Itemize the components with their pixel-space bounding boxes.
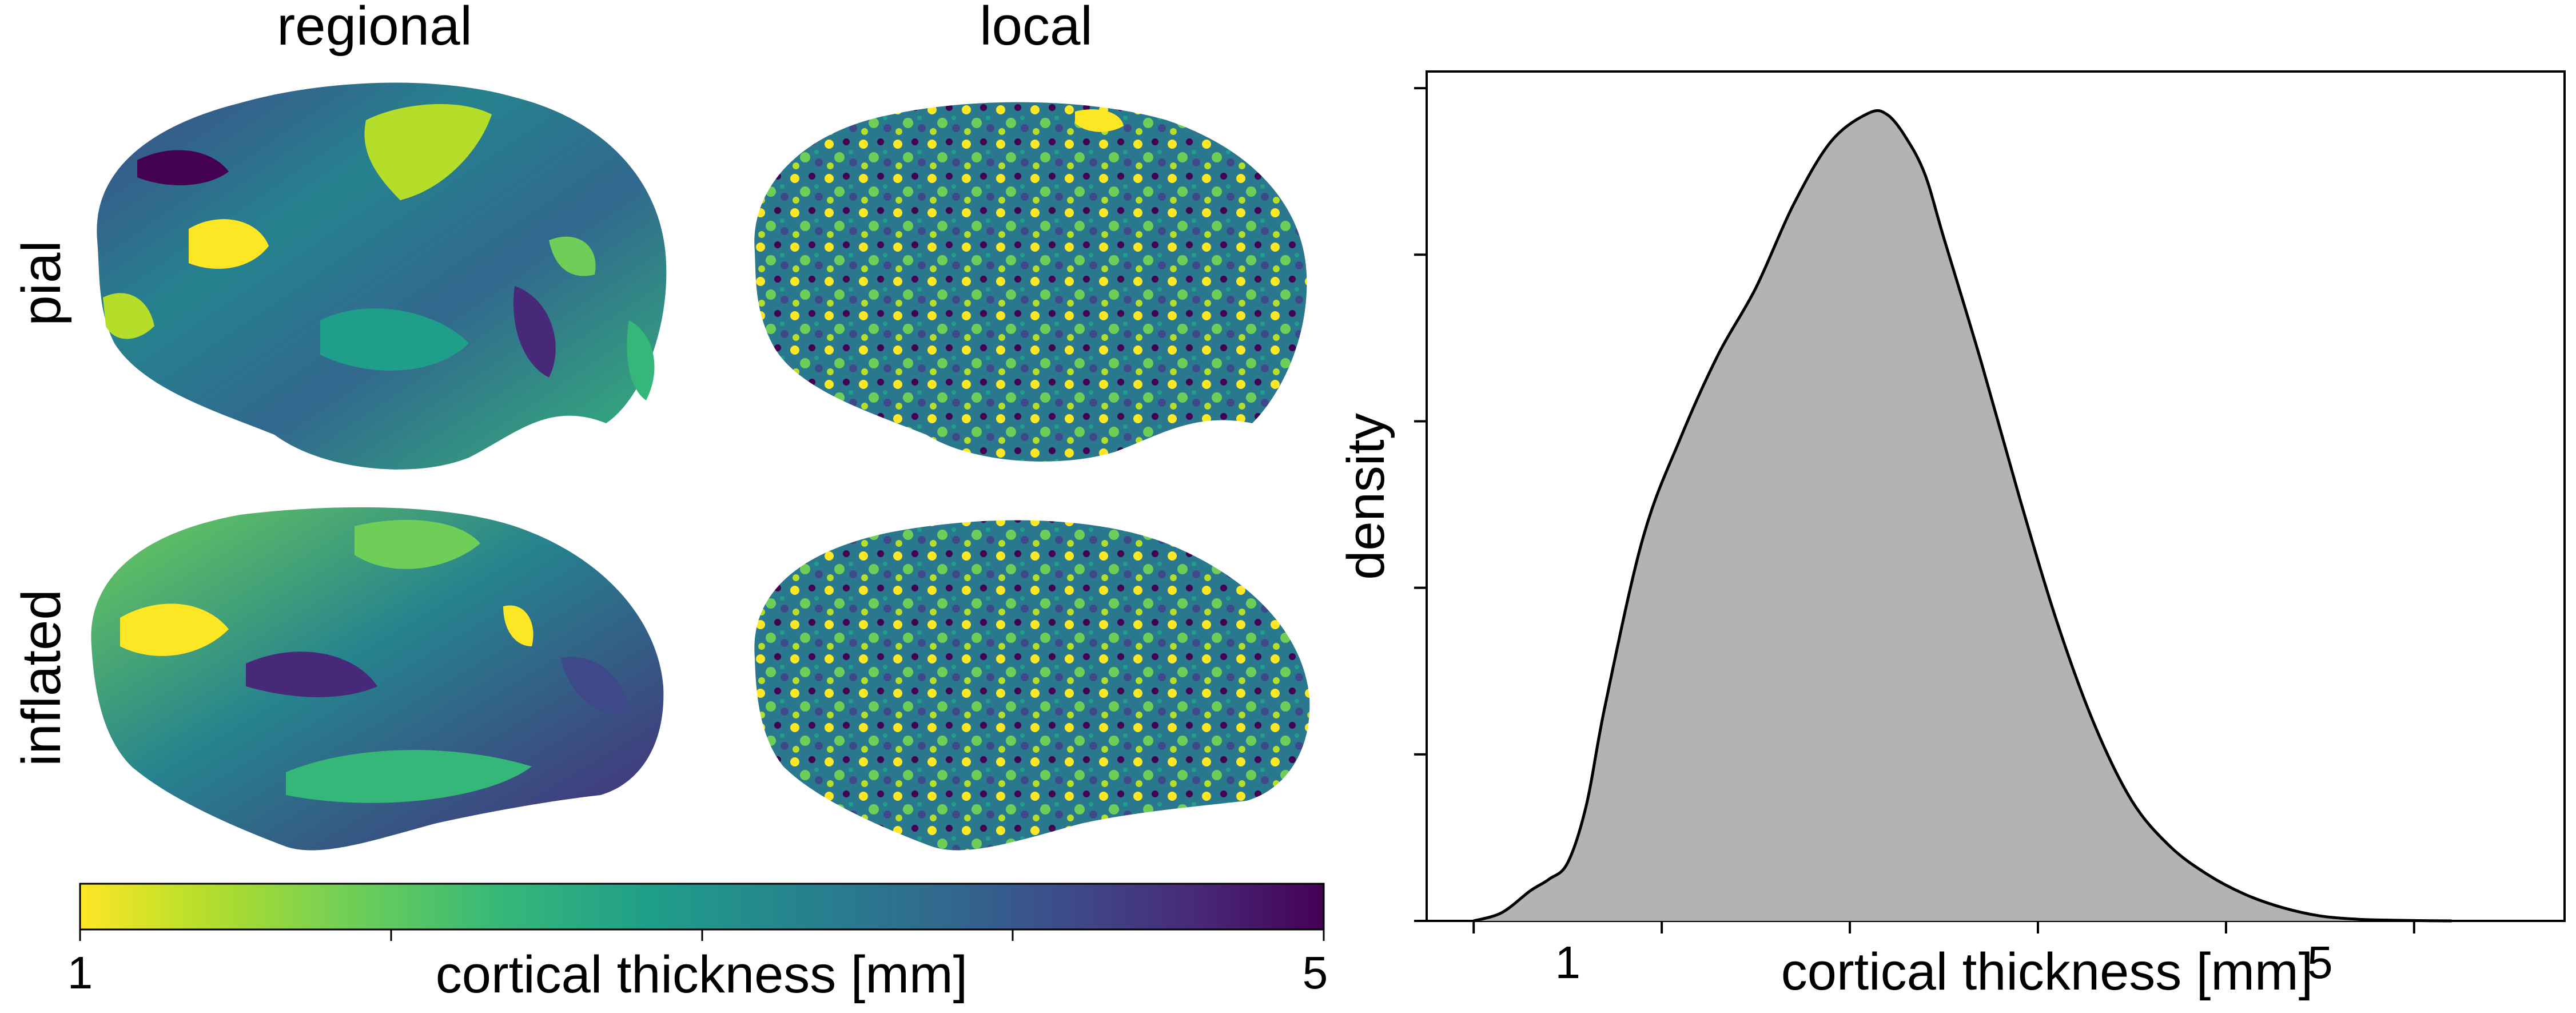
row-label-pial: pial: [11, 240, 72, 325]
colorbar-min-label: 1: [67, 947, 93, 998]
colorbar-gradient: [79, 883, 1325, 931]
brain-regional-inflated: [91, 507, 664, 851]
x-tick-label: 5: [2307, 937, 2333, 988]
density-plot: 1 5 cortical thickness [mm] density: [1337, 70, 2566, 1001]
colorbar-max-label: 5: [1303, 947, 1328, 998]
brain-panels: regional local pial inflated: [11, 0, 1310, 851]
density-area: [1474, 110, 2452, 921]
y-axis-label: density: [1337, 413, 1395, 580]
brain-regional-pial: [97, 82, 667, 470]
x-axis-label: cortical thickness [mm]: [1781, 943, 2313, 1001]
colorbar-label: cortical thickness [mm]: [436, 946, 968, 1004]
density-line: [1473, 109, 2452, 923]
row-label-inflated: inflated: [11, 589, 72, 766]
column-label-regional: regional: [277, 0, 472, 57]
x-tick-label: 1: [1555, 937, 1580, 988]
brain-local-inflated: [754, 520, 1310, 851]
brain-local-pial: [754, 102, 1307, 462]
colorbar: 1 5 cortical thickness [mm]: [67, 883, 1328, 1004]
column-label-local: local: [980, 0, 1092, 57]
